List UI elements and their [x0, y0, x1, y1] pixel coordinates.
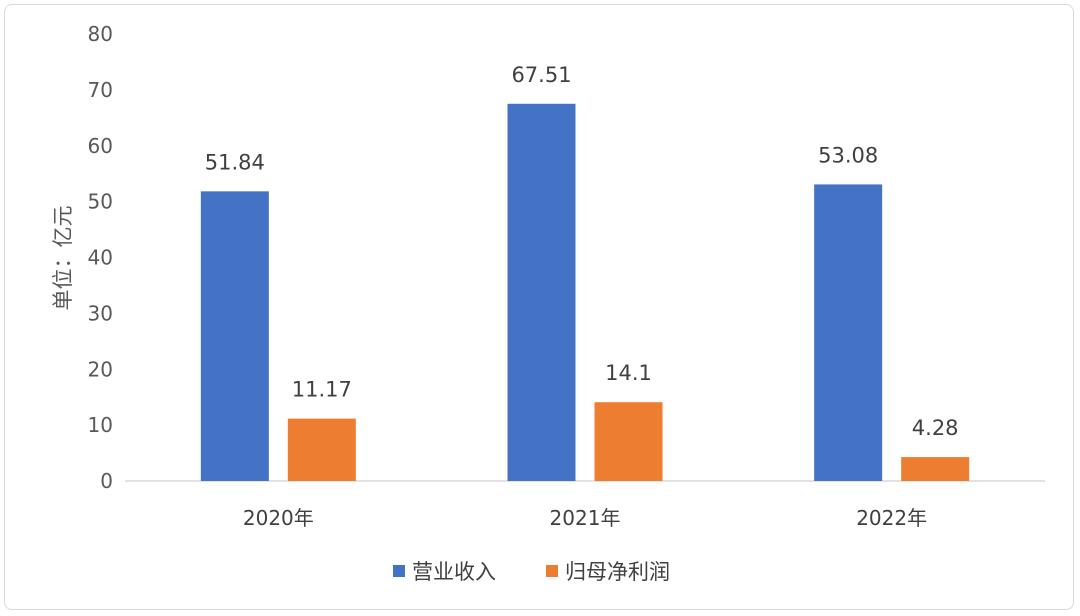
bars [200, 103, 970, 481]
data-label: 4.28 [912, 416, 959, 440]
y-tick-label: 30 [88, 301, 113, 325]
x-category-label: 2021年 [550, 506, 621, 530]
bar-net-profit-1 [594, 402, 663, 481]
x-category-label: 2022年 [856, 506, 927, 530]
y-tick-label: 10 [88, 413, 113, 437]
data-label: 67.51 [511, 63, 571, 87]
data-label: 53.08 [818, 143, 878, 167]
y-tick-label: 20 [88, 357, 113, 381]
data-label: 11.17 [292, 378, 352, 402]
bar-net-profit-0 [287, 418, 356, 481]
y-tick-label: 0 [100, 469, 113, 493]
data-labels: 51.84 11.17 67.51 14.1 53.08 4.28 [205, 63, 959, 440]
y-axis-ticks: 0 10 20 30 40 50 60 70 80 [88, 22, 113, 493]
legend-swatch [546, 565, 558, 577]
bar-revenue-1 [507, 103, 576, 481]
y-tick-label: 70 [88, 78, 113, 102]
y-axis-title: 单位：亿元 [51, 206, 75, 311]
y-tick-label: 50 [88, 190, 113, 214]
data-label: 14.1 [605, 361, 652, 385]
x-category-label: 2020年 [243, 506, 314, 530]
y-tick-label: 80 [88, 22, 113, 46]
data-label: 51.84 [205, 150, 265, 174]
legend: 营业收入 归母净利润 [393, 560, 670, 584]
y-tick-label: 40 [88, 246, 113, 270]
bar-revenue-2 [814, 184, 883, 481]
x-axis-labels: 2020年 2021年 2022年 [243, 506, 927, 530]
bar-revenue-0 [200, 191, 269, 481]
legend-label: 归母净利润 [565, 560, 670, 584]
legend-label: 营业收入 [412, 560, 496, 584]
legend-swatch [393, 565, 405, 577]
y-tick-label: 60 [88, 134, 113, 158]
bar-net-profit-2 [901, 457, 970, 481]
